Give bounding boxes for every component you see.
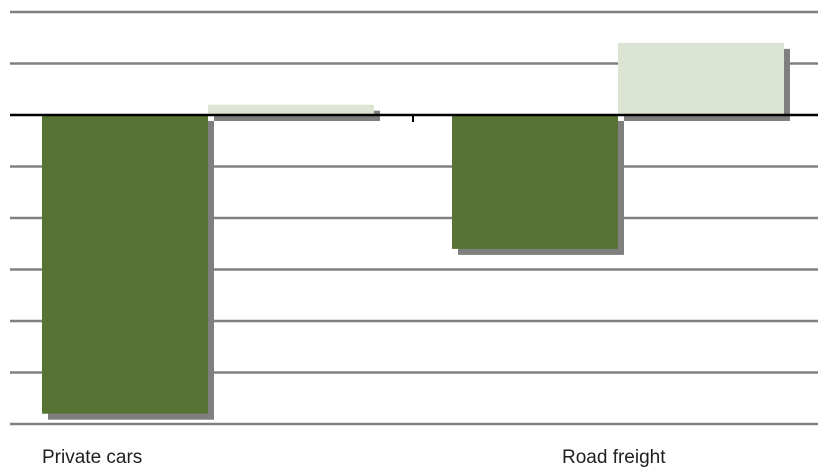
- category-label-private-cars: Private cars: [42, 447, 142, 468]
- bar-private-cars-series-1: [42, 115, 208, 414]
- bar-private-cars-series-2: [208, 104, 374, 115]
- bars: [42, 42, 790, 420]
- bar-road-freight-series-1: [452, 115, 618, 249]
- category-label-road-freight: Road freight: [562, 447, 666, 468]
- bar-road-freight-series-2: [618, 42, 784, 115]
- zero-axis: [10, 113, 818, 122]
